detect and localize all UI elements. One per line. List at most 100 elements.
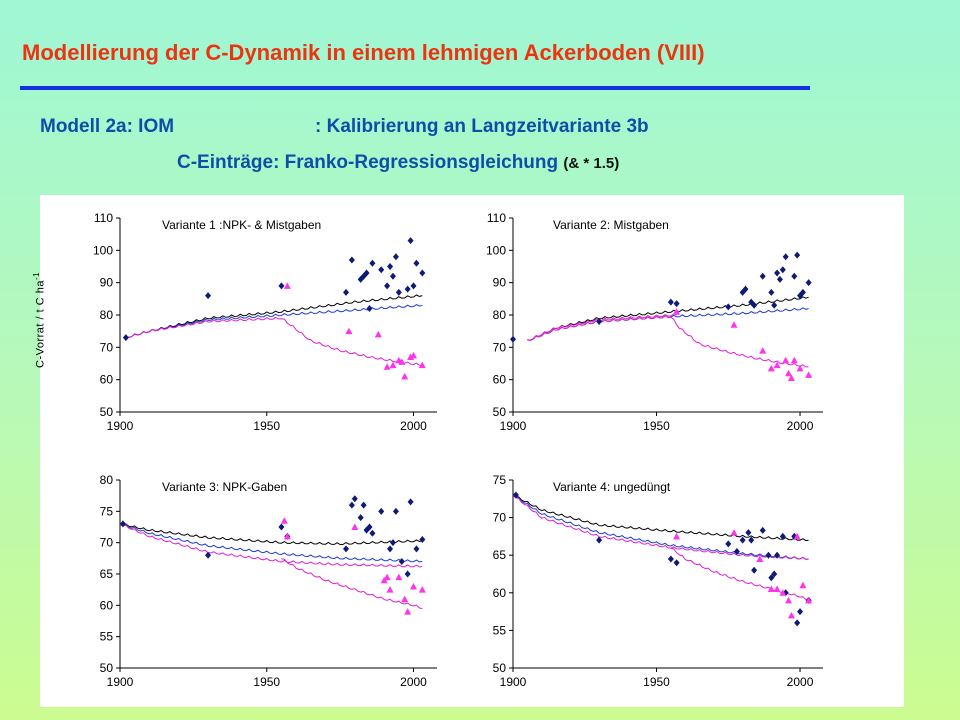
obs-triangle — [351, 523, 359, 530]
y-tick-label: 70 — [493, 511, 507, 525]
slide-title: Modellierung der C-Dynamik in einem lehm… — [22, 40, 705, 65]
obs-diamond — [782, 253, 789, 261]
obs-triangle — [418, 586, 426, 593]
y-axis-label-sup: -1 — [32, 271, 41, 281]
obs-diamond — [363, 526, 370, 534]
obs-diamond — [794, 251, 801, 259]
y-tick-label: 80 — [493, 308, 507, 322]
obs-triangle — [759, 347, 767, 354]
obs-diamond — [119, 520, 126, 528]
obs-triangle — [386, 586, 394, 593]
chart-title: Variante 2: Mistgaben — [553, 218, 669, 232]
obs-diamond — [363, 269, 370, 277]
obs-diamond — [205, 551, 212, 559]
obs-triangle — [730, 529, 738, 536]
obs-diamond — [768, 288, 775, 296]
chart-4: 50 55 60 65 70 75 1900 1950 2000 Variante 4: unge… — [493, 473, 823, 689]
input-label: C-Einträge: Franko-Regressionsgleichung … — [177, 152, 619, 174]
obs-diamond — [278, 282, 285, 290]
chart-title: Variante 4: ungedüngt — [553, 480, 671, 494]
obs-triangle — [805, 371, 813, 378]
obs-diamond — [510, 335, 516, 343]
obs-diamond — [596, 317, 603, 325]
obs-diamond — [343, 288, 350, 296]
obs-triangle — [673, 532, 681, 540]
model-line-black — [527, 296, 809, 341]
chart-title: Variante 3: NPK-Gaben — [162, 480, 287, 494]
obs-triangle — [767, 585, 775, 593]
y-tick-label: 55 — [493, 623, 507, 637]
model-line-blue — [125, 304, 423, 338]
chart-1: 50 60 70 80 90 100 110 1900 1950 2000 Variante 1 :… — [93, 211, 437, 433]
obs-diamond — [667, 555, 674, 563]
x-tick-label: 1950 — [643, 675, 670, 689]
obs-diamond — [768, 574, 775, 582]
obs-diamond — [742, 285, 749, 293]
obs-diamond — [751, 566, 758, 574]
obs-triangle — [787, 611, 795, 619]
obs-diamond — [392, 253, 399, 261]
obs-diamond — [366, 305, 373, 313]
obs-triangle — [404, 608, 412, 615]
obs-diamond — [343, 545, 350, 553]
obs-diamond — [413, 259, 420, 267]
obs-diamond — [805, 279, 812, 287]
obs-diamond — [369, 259, 376, 267]
obs-diamond — [794, 619, 801, 627]
obs-diamond — [378, 507, 385, 515]
obs-triangle — [374, 330, 382, 338]
obs-triangle — [785, 596, 793, 604]
obs-diamond — [357, 514, 364, 522]
obs-diamond — [407, 237, 414, 245]
y-tick-label: 55 — [100, 630, 114, 644]
y-axis-label-text: C-Vorrat / t C ha — [34, 280, 47, 368]
chart-2: 50 60 70 80 90 100 110 1900 1950 2000 Variante 2: … — [486, 211, 823, 433]
calibration-label: : Kalibrierung an Langzeitvariante 3b — [315, 116, 649, 137]
model-line-black — [125, 294, 423, 338]
obs-diamond — [725, 303, 732, 311]
obs-diamond — [791, 272, 798, 280]
model-line-magenta — [125, 316, 423, 366]
obs-diamond — [739, 536, 746, 544]
y-tick-label: 75 — [493, 473, 507, 487]
obs-diamond — [779, 532, 786, 540]
x-tick-label: 2000 — [400, 675, 427, 689]
x-tick-label: 1950 — [253, 675, 280, 689]
obs-triangle — [389, 361, 397, 369]
y-tick-label: 60 — [100, 598, 114, 612]
obs-diamond — [407, 498, 414, 506]
obs-diamond — [410, 282, 417, 290]
chart-3: 50 55 60 65 70 75 80 1900 1950 2000 Variante 3: NP… — [100, 473, 437, 689]
x-tick-label: 1900 — [500, 675, 527, 689]
obs-diamond — [765, 551, 772, 559]
y-tick-label: 60 — [100, 373, 114, 387]
obs-triangle — [782, 356, 790, 364]
obs-diamond — [348, 501, 355, 509]
x-tick-label: 2000 — [400, 419, 427, 433]
obs-diamond — [748, 536, 755, 544]
obs-triangle — [418, 361, 426, 369]
obs-diamond — [725, 540, 732, 548]
obs-diamond — [779, 266, 786, 274]
obs-diamond — [387, 263, 394, 270]
model-line-magenta — [527, 315, 809, 368]
obs-diamond — [404, 570, 411, 578]
obs-diamond — [419, 536, 426, 544]
y-tick-label: 90 — [100, 276, 114, 290]
y-tick-label: 70 — [493, 340, 507, 354]
obs-diamond — [667, 298, 674, 306]
y-tick-label: 65 — [493, 548, 507, 562]
y-tick-label: 100 — [93, 243, 113, 257]
obs-diamond — [759, 272, 766, 280]
obs-diamond — [759, 526, 766, 534]
obs-diamond — [351, 495, 358, 503]
obs-triangle — [785, 369, 793, 377]
obs-triangle — [401, 595, 409, 603]
obs-triangle — [398, 358, 406, 365]
obs-diamond — [369, 529, 376, 537]
model-line-magenta — [119, 523, 423, 568]
obs-diamond — [673, 559, 680, 567]
model-line-magenta — [512, 495, 809, 560]
obs-diamond — [387, 545, 394, 553]
y-tick-label: 70 — [100, 536, 114, 550]
